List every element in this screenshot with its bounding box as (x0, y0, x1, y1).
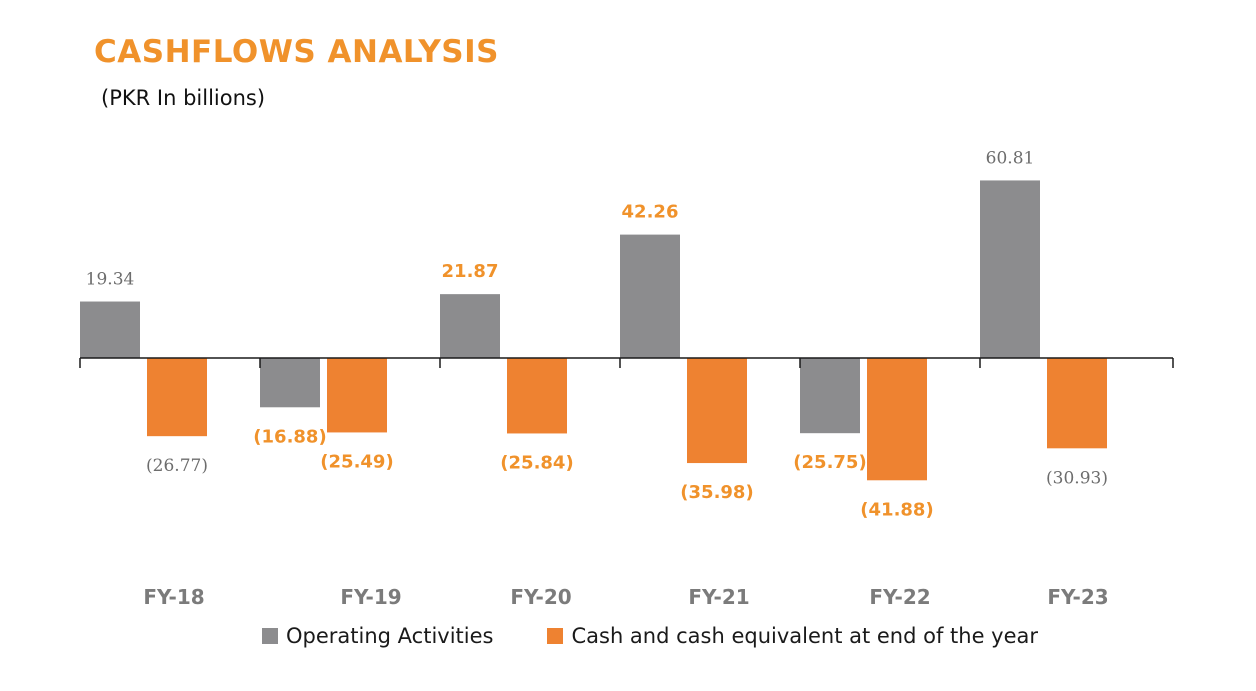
category-label-fy-23: FY-23 (1047, 585, 1108, 609)
legend-swatch-cash (547, 628, 564, 644)
cash-value-label-fy-22: (41.88) (860, 499, 933, 520)
operating-bar-fy-20 (440, 294, 500, 358)
operating-value-label-fy-18: 19.34 (86, 270, 135, 290)
cash-value-label-fy-23: (30.93) (1046, 468, 1108, 488)
legend-swatch-operating (262, 628, 278, 644)
operating-value-label-fy-22: (25.75) (793, 452, 866, 473)
cash-value-label-fy-19: (25.49) (320, 451, 393, 472)
cash-bar-fy-21 (687, 358, 747, 464)
cash-value-label-fy-20: (25.84) (500, 452, 573, 473)
chart-title: CASHFLOWS ANALYSIS (94, 34, 499, 70)
legend-label-operating: Operating Activities (286, 624, 494, 648)
chart-legend: Operating Activities Cash and cash equiv… (262, 624, 1092, 648)
cash-bar-fy-23 (1047, 358, 1107, 449)
legend-item-cash: Cash and cash equivalent at end of the y… (547, 624, 1038, 648)
cash-value-label-fy-18: (26.77) (146, 456, 208, 476)
category-label-fy-18: FY-18 (143, 585, 204, 609)
operating-bar-fy-19 (260, 358, 320, 408)
operating-bar-fy-23 (980, 180, 1040, 358)
category-label-fy-20: FY-20 (510, 585, 571, 609)
cash-bar-fy-19 (327, 358, 387, 433)
legend-item-operating: Operating Activities (262, 624, 493, 648)
category-label-fy-22: FY-22 (869, 585, 930, 609)
operating-bar-fy-21 (620, 234, 680, 358)
category-label-fy-19: FY-19 (340, 585, 401, 609)
cash-bar-fy-18 (147, 358, 207, 437)
operating-value-label-fy-23: 60.81 (986, 148, 1035, 168)
operating-value-label-fy-20: 21.87 (442, 261, 499, 282)
operating-value-label-fy-21: 42.26 (622, 202, 679, 223)
chart-subtitle: (PKR In billions) (101, 86, 266, 110)
operating-value-label-fy-19: (16.88) (253, 426, 326, 447)
operating-bar-fy-22 (800, 358, 860, 434)
legend-label-cash: Cash and cash equivalent at end of the y… (571, 624, 1039, 648)
cash-bar-fy-20 (507, 358, 567, 434)
cash-value-label-fy-21: (35.98) (680, 482, 753, 503)
category-label-fy-21: FY-21 (688, 585, 749, 609)
operating-bar-fy-18 (80, 301, 140, 358)
cash-bar-fy-22 (867, 358, 927, 481)
